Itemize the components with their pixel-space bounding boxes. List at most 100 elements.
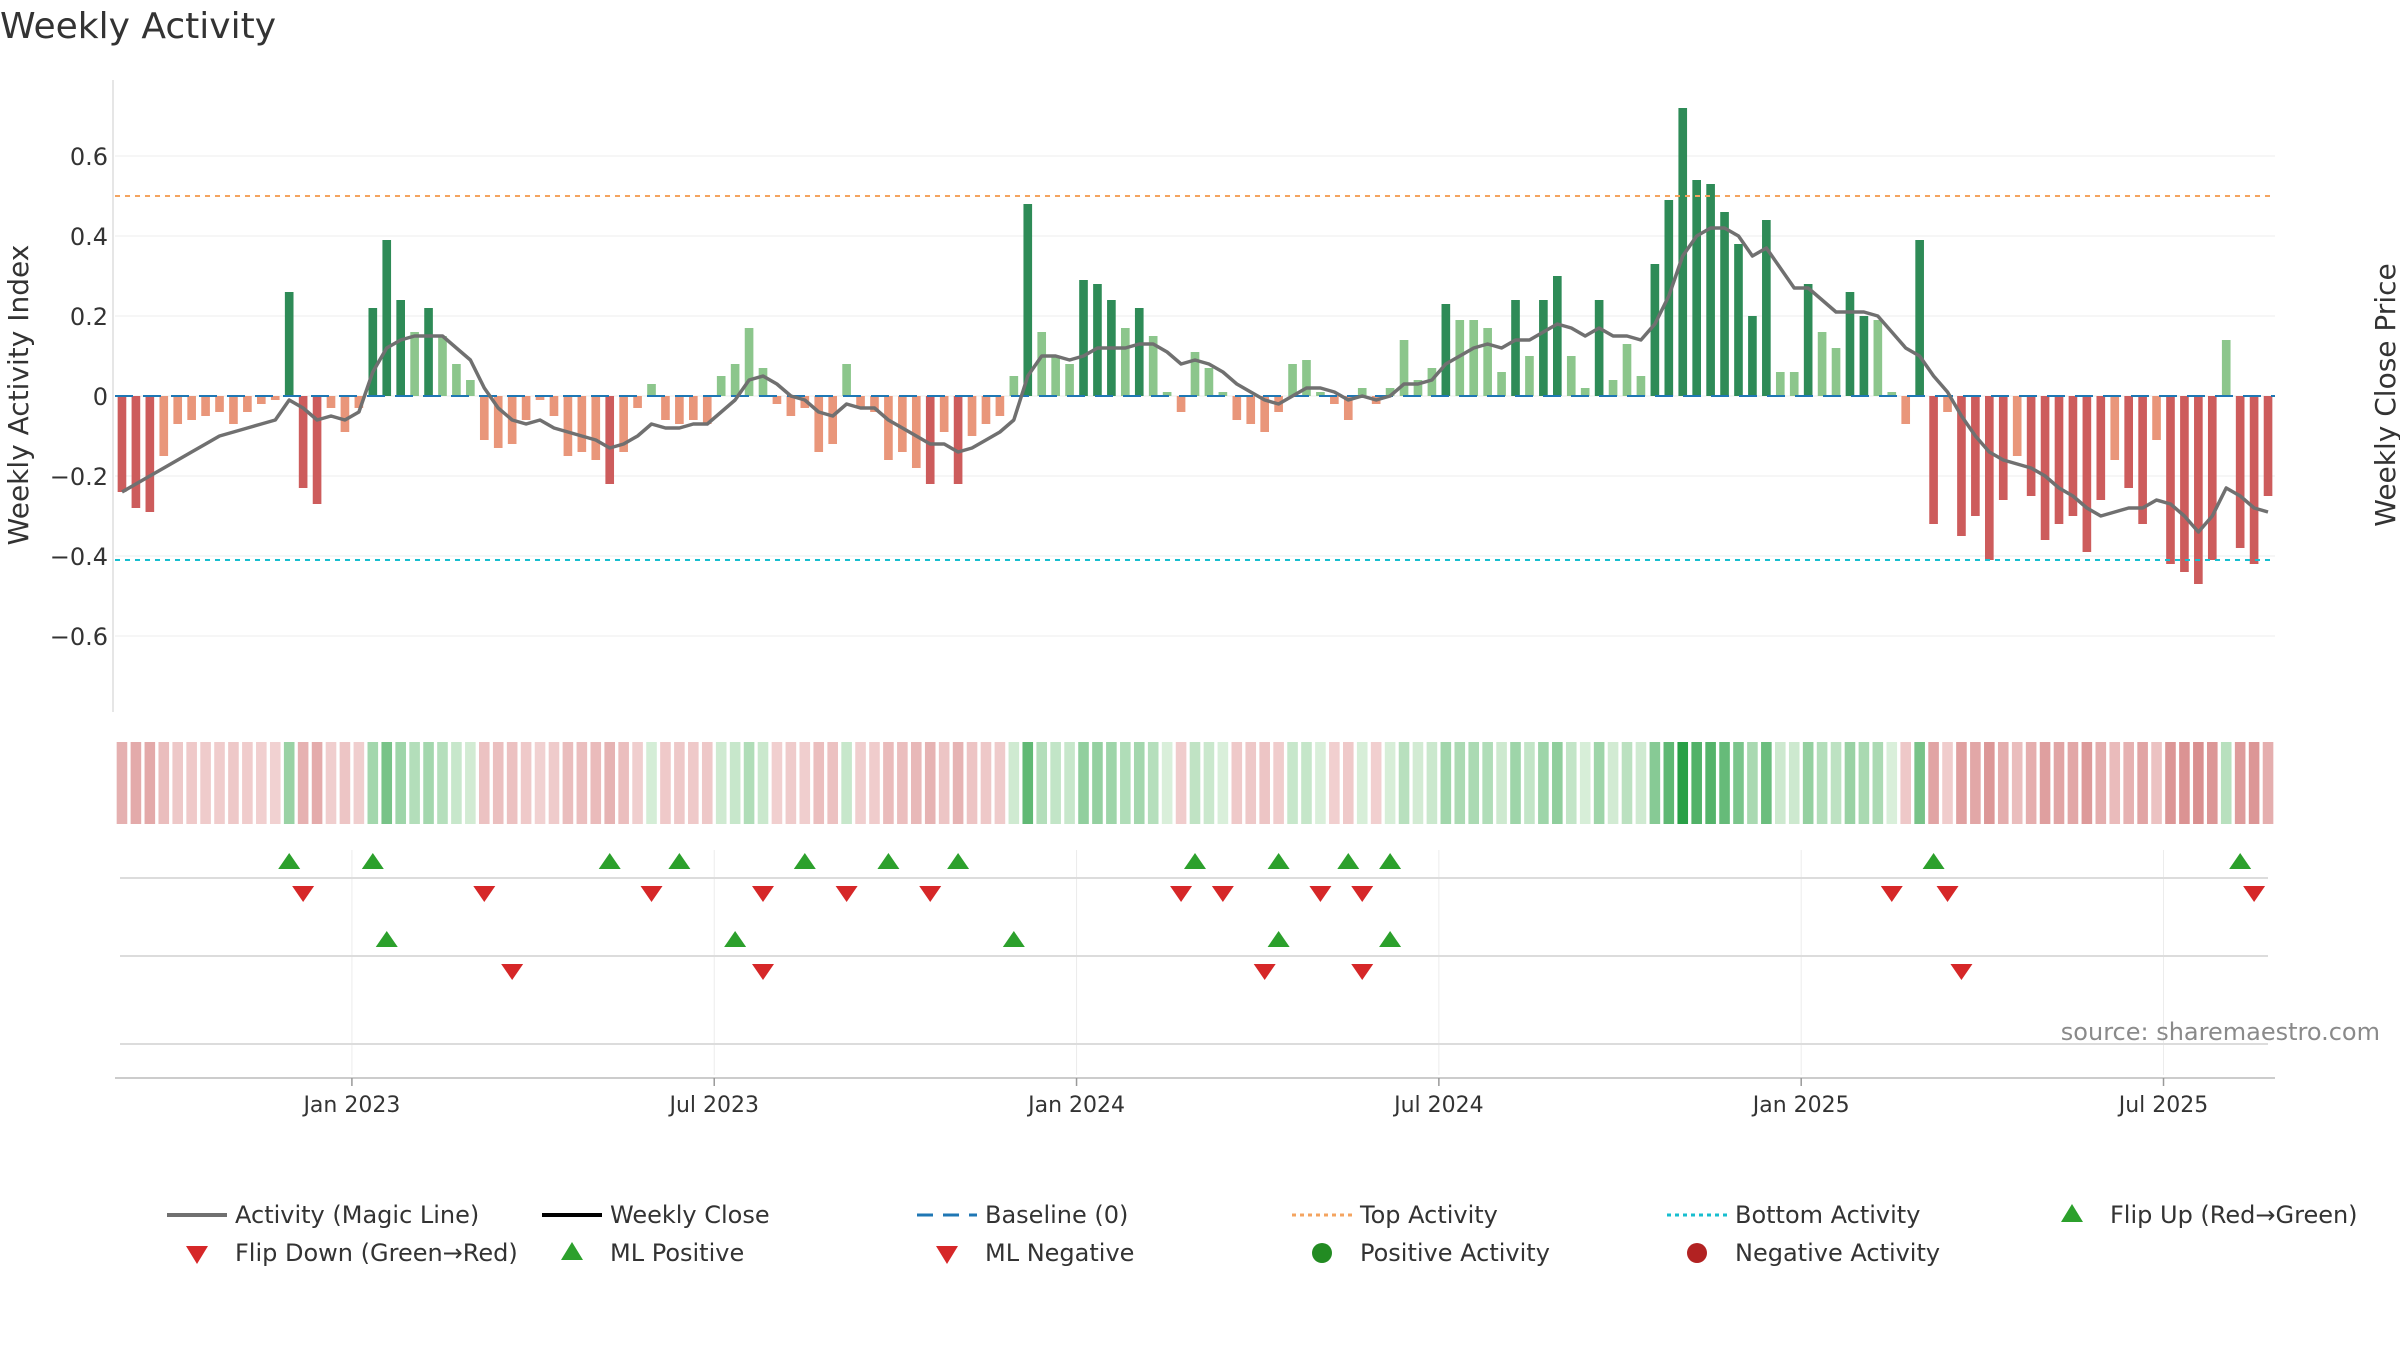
activity-bar: [1734, 244, 1743, 396]
heat-cell: [632, 742, 643, 824]
activity-bar: [438, 336, 447, 396]
activity-bar: [1079, 280, 1088, 396]
activity-bar: [2221, 340, 2231, 396]
activity-bar: [828, 396, 837, 444]
legend-magic-line: Activity (Magic Line): [165, 1200, 479, 1230]
heat-cell: [214, 742, 225, 824]
triangle-up-icon: [2061, 1204, 2083, 1222]
activity-bar: [145, 396, 155, 512]
activity-bar: [730, 364, 740, 396]
heat-cell: [1761, 742, 1772, 824]
activity-bar: [1343, 396, 1353, 420]
legend-label: ML Negative: [985, 1239, 1135, 1267]
heat-cell: [1552, 742, 1563, 824]
activity-bar: [298, 396, 308, 488]
y-axis-right-label: Weekly Close Price: [2369, 263, 2400, 526]
activity-bar: [1957, 396, 1966, 536]
activity-bar: [1580, 388, 1590, 396]
activity-bar: [284, 292, 294, 396]
chart-title: Weekly Activity: [0, 6, 276, 47]
activity-bar: [1622, 344, 1632, 396]
heat-cell: [1036, 742, 1048, 824]
activity-bar: [2068, 396, 2078, 516]
heat-cell: [1342, 742, 1354, 824]
activity-bar: [2096, 396, 2106, 500]
flip-down-marker: [1170, 886, 1193, 902]
activity-bar: [744, 328, 754, 396]
legend-label: Negative Activity: [1735, 1239, 1941, 1267]
activity-bar: [1539, 300, 1548, 396]
activity-bar: [2152, 396, 2161, 440]
heat-cell: [1677, 742, 1689, 824]
y-axis-left-label: Weekly Activity Index: [2, 245, 35, 546]
heat-cell: [813, 742, 825, 824]
activity-bar: [1413, 380, 1423, 396]
activity-bar: [1929, 396, 1938, 524]
heat-cell: [2262, 742, 2274, 824]
activity-bar: [591, 396, 601, 460]
activity-bar: [340, 396, 350, 432]
heat-cell: [855, 742, 866, 824]
activity-bar: [1441, 304, 1451, 396]
activity-bar: [243, 396, 252, 412]
activity-bar: [159, 396, 169, 456]
legend-label: ML Positive: [610, 1239, 745, 1267]
activity-bar: [1385, 388, 1395, 396]
heat-cell: [841, 742, 852, 824]
activity-bar: [925, 396, 935, 484]
activity-bar: [117, 396, 127, 492]
activity-bar: [201, 396, 210, 416]
heat-cell: [353, 742, 365, 824]
heat-cell: [1203, 742, 1215, 824]
activity-bar: [1037, 332, 1047, 396]
heat-cell: [1705, 742, 1716, 824]
heat-cell: [409, 742, 420, 824]
flip-down-marker: [1936, 886, 1959, 902]
activity-heat-strip: [116, 742, 2274, 824]
activity-bar: [354, 396, 364, 408]
close-line-legend-icon: [542, 1213, 602, 1217]
legend-positive-activity: Positive Activity: [1290, 1238, 1550, 1268]
heat-cell: [1510, 742, 1521, 824]
activity-bar: [215, 396, 224, 412]
heat-cell: [172, 742, 184, 824]
activity-bar: [312, 396, 322, 504]
heat-cell: [646, 742, 657, 824]
flip-down-marker: [1211, 886, 1234, 902]
activity-bar: [2180, 396, 2189, 572]
activity-bar: [1511, 300, 1520, 396]
heat-cell: [1663, 742, 1675, 824]
heat-cell: [701, 742, 713, 824]
heat-cell: [1997, 742, 2009, 824]
activity-bar: [1915, 240, 1924, 396]
activity-bar: [1190, 352, 1200, 396]
activity-bar: [619, 396, 628, 452]
heat-cell: [1691, 742, 1702, 824]
activity-bar: [1873, 320, 1883, 396]
heat-cell: [1092, 742, 1103, 824]
activity-bar: [2124, 396, 2133, 488]
activity-bar: [1218, 392, 1228, 396]
heat-cell: [771, 742, 783, 824]
flip-down-marker: [1880, 886, 1903, 902]
activity-bar: [1065, 364, 1074, 396]
flip-up-marker: [278, 853, 301, 869]
heat-cell: [451, 742, 462, 824]
heat-cell: [1426, 742, 1438, 824]
activity-bar: [1260, 396, 1269, 432]
heat-cell: [1106, 742, 1117, 824]
heat-cell: [1914, 742, 1925, 824]
heat-cell: [1454, 742, 1466, 824]
flip-up-marker: [1337, 853, 1360, 869]
activity-bar: [1148, 336, 1158, 396]
heat-cell: [980, 742, 992, 824]
activity-bar: [1971, 396, 1980, 516]
activity-bar: [856, 396, 865, 408]
activity-bar: [368, 308, 378, 396]
heat-cell: [1161, 742, 1173, 824]
activity-bar: [647, 384, 656, 396]
flip-down-marker: [919, 886, 942, 902]
legend-bottom-activity: Bottom Activity: [1665, 1200, 1920, 1230]
activity-bar: [1483, 328, 1492, 396]
flip-up-marker: [1184, 853, 1206, 869]
